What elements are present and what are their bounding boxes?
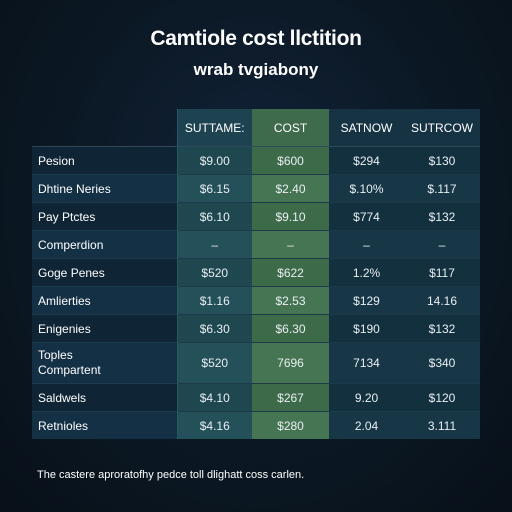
row-value-cell: 7696 (252, 342, 329, 384)
row-value-cell: $4.10 (176, 383, 252, 412)
chart-subtitle: wrab tvgiabony (193, 60, 319, 79)
table-row: Pesion $9.00 $600 $294 $130 (32, 146, 480, 175)
row-value-cell: 7134 (329, 342, 404, 384)
row-value-cell: $280 (252, 411, 329, 439)
row-value-cell: $9.10 (252, 202, 329, 231)
cost-table-container: SUTTAME: COST SATNOW SUTRCOW Pesion $9.00… (32, 109, 480, 439)
row-value-cell: 14.16 (404, 286, 480, 315)
row-value-cell: – (329, 230, 404, 259)
row-value-cell: $.10% (329, 174, 404, 203)
row-value-cell: $600 (252, 146, 329, 175)
row-value-cell: $9.00 (176, 146, 252, 175)
row-label: Pesion (32, 146, 177, 175)
row-value-cell: $520 (176, 342, 252, 384)
row-value-cell: $.117 (404, 174, 480, 203)
header-cell-cost: COST (252, 109, 329, 147)
cost-table: SUTTAME: COST SATNOW SUTRCOW Pesion $9.00… (32, 109, 480, 439)
row-value-cell: 1.2% (329, 258, 404, 287)
row-value-cell: $130 (404, 146, 480, 175)
table-header-row: SUTTAME: COST SATNOW SUTRCOW (32, 109, 480, 147)
row-value-cell: $294 (329, 146, 404, 175)
row-value-cell: $2.40 (252, 174, 329, 203)
header-cell-satnow: SATNOW (329, 109, 404, 147)
row-label: Comperdion (32, 230, 177, 259)
row-value-cell: $1.16 (176, 286, 252, 315)
table-body: Pesion $9.00 $600 $294 $130 Dhtine Neries $6.1… (32, 146, 480, 439)
chart-title: Camtiole cost llctition (150, 27, 362, 50)
header-cell-label (32, 109, 177, 147)
row-value-cell: $6.15 (176, 174, 252, 203)
row-value-cell: $132 (404, 314, 480, 343)
row-value-cell: $622 (252, 258, 329, 287)
row-label: Amlierties (32, 286, 177, 315)
row-value-cell: $117 (404, 258, 480, 287)
row-value-cell: $340 (404, 342, 480, 384)
table-row: Comperdion – – – – (32, 230, 480, 259)
row-label: Toples Compartent (32, 342, 177, 384)
table-row: Retnioles $4.16 $280 2.04 3.111 (32, 411, 480, 439)
row-label: Enigenies (32, 314, 177, 343)
row-value-cell: $129 (329, 286, 404, 315)
row-label: Goge Penes (32, 258, 177, 287)
row-value-cell: – (176, 230, 252, 259)
row-value-cell: 2.04 (329, 411, 404, 439)
row-value-cell: 3.111 (404, 411, 480, 439)
row-value-cell: $6.10 (176, 202, 252, 231)
row-value-cell: $120 (404, 383, 480, 412)
row-value-cell: – (252, 230, 329, 259)
footnote: The castere aproratofhy pedce toll dligh… (37, 469, 305, 481)
row-value-cell: $190 (329, 314, 404, 343)
table-row: Enigenies $6.30 $6.30 $190 $132 (32, 314, 480, 343)
table-row: Pay Ptctes $6.10 $9.10 $774 $132 (32, 202, 480, 231)
row-label: Saldwels (32, 383, 177, 412)
row-value-cell: $4.16 (176, 411, 252, 439)
table-row: Amlierties $1.16 $2.53 $129 14.16 (32, 286, 480, 315)
row-label: Retnioles (32, 411, 177, 439)
header-cell-suttame: SUTTAME: (176, 109, 252, 147)
row-value-cell: $2.53 (252, 286, 329, 315)
row-value-cell: $520 (176, 258, 252, 287)
table-row: Toples Compartent $520 7696 7134 $340 (32, 342, 480, 384)
table-row: Goge Penes $520 $622 1.2% $117 (32, 258, 480, 287)
row-label: Dhtine Neries (32, 174, 177, 203)
row-label: Pay Ptctes (32, 202, 177, 231)
row-value-cell: $6.30 (252, 314, 329, 343)
table-row: Saldwels $4.10 $267 9.20 $120 (32, 383, 480, 412)
table-row: Dhtine Neries $6.15 $2.40 $.10% $.117 (32, 174, 480, 203)
row-value-cell: $267 (252, 383, 329, 412)
row-value-cell: $774 (329, 202, 404, 231)
row-value-cell: – (404, 230, 480, 259)
row-value-cell: 9.20 (329, 383, 404, 412)
header-cell-sutrcow: SUTRCOW (404, 109, 480, 147)
row-value-cell: $132 (404, 202, 480, 231)
row-value-cell: $6.30 (176, 314, 252, 343)
